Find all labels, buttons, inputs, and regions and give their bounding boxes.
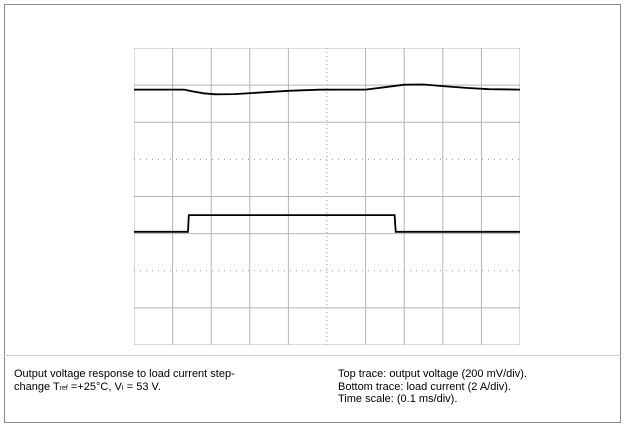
grid	[134, 48, 520, 345]
oscilloscope-plot	[134, 48, 520, 345]
load-current-trace	[134, 214, 520, 233]
caption-left-line2-suffix: = 53 V.	[123, 380, 161, 393]
caption-left-line1: Output voltage response to load current …	[14, 368, 235, 380]
caption-right-line3: Time scale: (0.1 ms/div).	[338, 393, 458, 405]
caption-left: Output voltage response to load current …	[14, 368, 314, 395]
caption-left-line2-mid: =+25°C, V	[67, 380, 122, 393]
caption-divider	[4, 355, 621, 356]
caption-right-line2: Bottom trace: load current (2 A/div).	[338, 380, 512, 393]
figure-frame	[4, 4, 621, 423]
oscilloscope-svg	[134, 48, 520, 345]
output-voltage-trace	[134, 83, 520, 96]
caption-right: Top trace: output voltage (200 mV/div). …	[338, 368, 613, 406]
traces	[134, 83, 520, 233]
caption-right-line1: Top trace: output voltage (200 mV/div).	[338, 368, 527, 380]
caption-left-sub-ref: ref	[59, 384, 68, 392]
caption-left-line2-prefix: change T	[14, 380, 60, 393]
caption-left-sub-i: I	[121, 384, 124, 392]
